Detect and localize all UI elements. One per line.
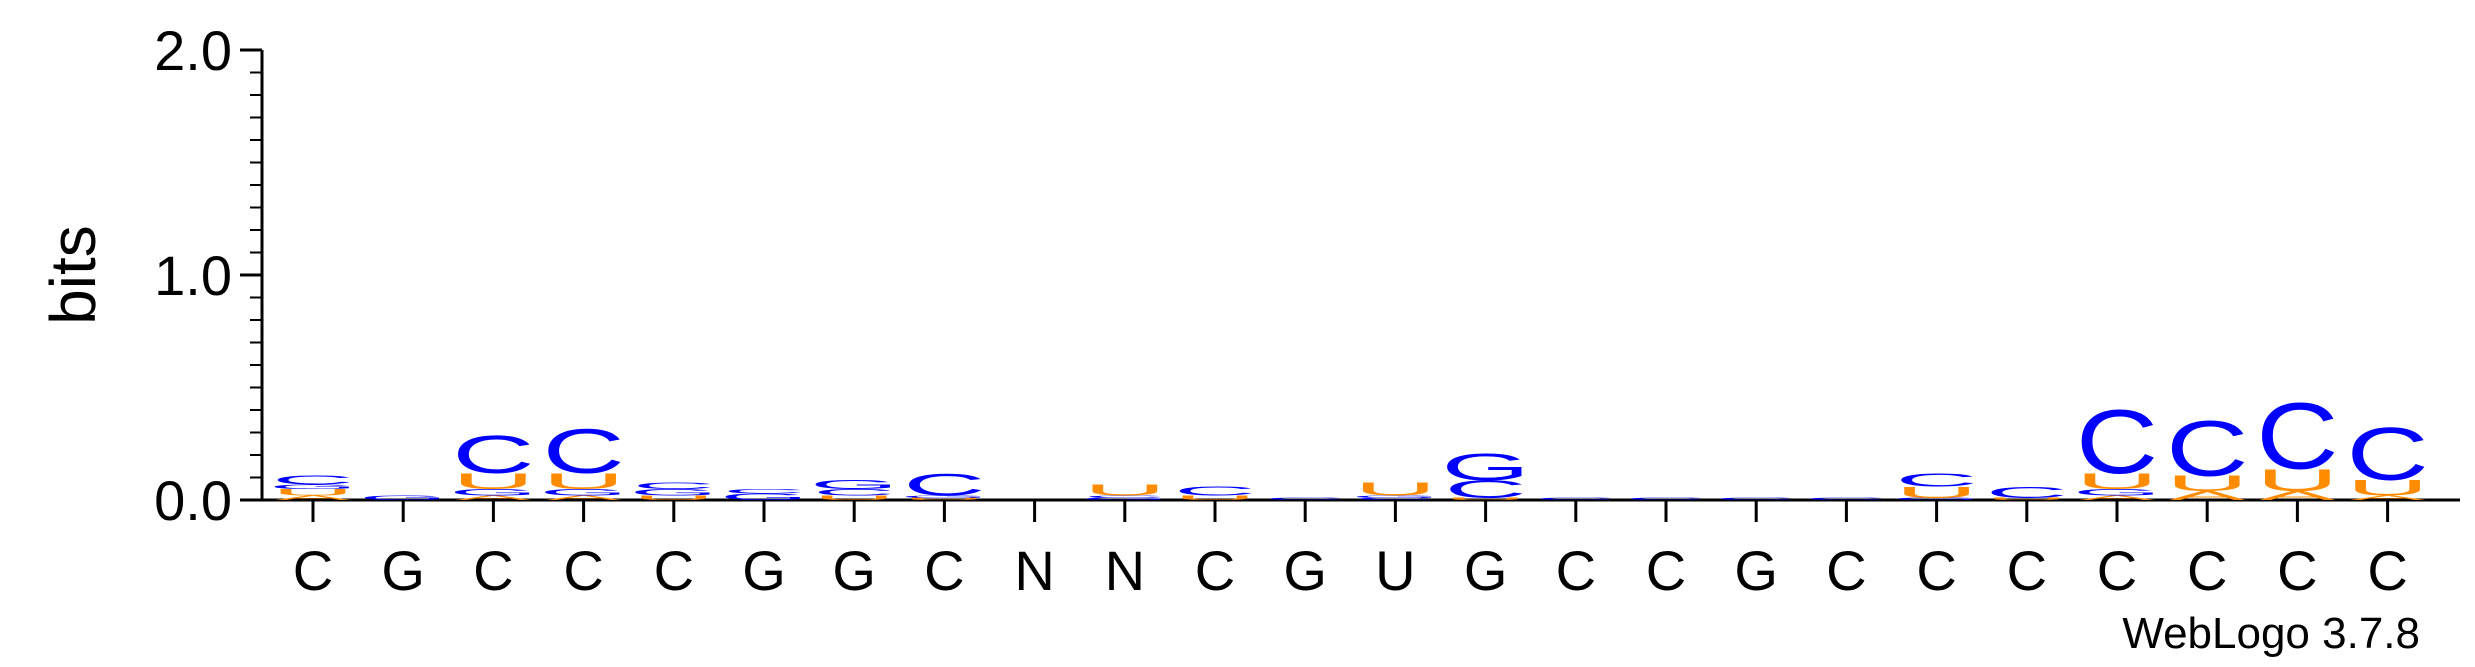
logo-letter-G: G bbox=[2073, 487, 2162, 497]
logo-letter-U: U bbox=[813, 494, 895, 501]
logo-letter-U: U bbox=[1895, 484, 1977, 502]
x-tick-label: C bbox=[293, 539, 333, 602]
y-axis-label: bits bbox=[37, 225, 109, 325]
logo-letter-U: U bbox=[542, 469, 624, 493]
x-tick-label: C bbox=[563, 539, 603, 602]
logo-letter-C: C bbox=[2346, 413, 2428, 497]
logo-letter-U: U bbox=[633, 494, 715, 501]
logo-letter-U: U bbox=[2256, 462, 2338, 497]
logo-letter-A: A bbox=[275, 494, 351, 501]
logo-letter-C: C bbox=[1895, 470, 1977, 491]
logo-letter-C: C bbox=[1986, 484, 2068, 502]
logo-letter-C: C bbox=[633, 480, 715, 490]
logo-letter-U: U bbox=[2346, 476, 2428, 500]
logo-letter-C: C bbox=[1535, 497, 1617, 501]
logo-letter-U: U bbox=[2166, 471, 2248, 495]
logo-letter-A: A bbox=[2079, 494, 2155, 501]
x-tick-label: N bbox=[1105, 539, 1145, 602]
logo-letter-U: U bbox=[2076, 469, 2158, 493]
logo-letter-C: C bbox=[1174, 484, 1256, 498]
logo-letter-C: C bbox=[1084, 495, 1166, 499]
logo-letter-C: C bbox=[1264, 497, 1346, 501]
weblogo-version: WebLogo 3.7.8 bbox=[2122, 609, 2420, 658]
x-tick-label: C bbox=[1646, 539, 1686, 602]
logo-letter-A: A bbox=[455, 494, 531, 501]
x-tick-label: C bbox=[2007, 539, 2047, 602]
x-tick-label: G bbox=[832, 539, 876, 602]
logo-letter-C: C bbox=[2166, 404, 2248, 492]
x-tick-label: C bbox=[1916, 539, 1956, 602]
logo-letter-C: C bbox=[813, 487, 895, 497]
y-tick-label: 1.0 bbox=[154, 244, 232, 307]
x-tick-label: C bbox=[1195, 539, 1235, 602]
logo-letter-C: C bbox=[1354, 497, 1436, 501]
logo-letter-G: G bbox=[1081, 497, 1170, 501]
logo-letter-C: C bbox=[1715, 497, 1797, 501]
x-tick-label: G bbox=[1734, 539, 1778, 602]
logo-letter-G: G bbox=[1892, 497, 1981, 501]
x-tick-label: C bbox=[1556, 539, 1596, 602]
x-tick-label: C bbox=[2187, 539, 2227, 602]
x-tick-label: G bbox=[381, 539, 425, 602]
logo-letter-U: U bbox=[452, 469, 534, 493]
logo-letter-A: A bbox=[2169, 489, 2245, 503]
x-tick-label: C bbox=[1826, 539, 1866, 602]
logo-letter-C: C bbox=[2256, 384, 2338, 490]
y-ticks: 0.0 1.0 2.0 bbox=[154, 19, 262, 532]
logo-letter-U: U bbox=[903, 497, 985, 501]
logo-letter-U: U bbox=[1084, 481, 1166, 499]
logo-letter-G: G bbox=[449, 487, 538, 497]
logo-letter-C: C bbox=[1805, 497, 1887, 501]
logo-letter-G: G bbox=[900, 495, 989, 499]
x-tick-label: C bbox=[2367, 539, 2407, 602]
logo-letter-G: G bbox=[539, 487, 628, 497]
logo-letter-G: G bbox=[269, 483, 358, 490]
y-tick-label: 2.0 bbox=[154, 19, 232, 82]
x-tick-label: C bbox=[654, 539, 694, 602]
logo-letter-U: U bbox=[1986, 497, 2068, 501]
x-tick-label: C bbox=[2097, 539, 2137, 602]
logo-letter-G: G bbox=[720, 492, 809, 502]
logo-letter-C: C bbox=[452, 424, 534, 484]
x-tick-label: U bbox=[1375, 539, 1415, 602]
x-tick-label: C bbox=[924, 539, 964, 602]
logo-letter-C: C bbox=[272, 473, 354, 487]
logo-letter-U: U bbox=[1444, 497, 1526, 501]
logo-letter-U: U bbox=[1174, 494, 1256, 501]
logo-letter-U: U bbox=[1354, 479, 1436, 500]
logo-letter-C: C bbox=[542, 417, 624, 487]
logo-letter-C: C bbox=[2076, 391, 2158, 493]
logo-letter-C: C bbox=[1625, 497, 1707, 501]
logo-letter-A: A bbox=[2350, 494, 2426, 501]
x-tick-label: G bbox=[1283, 539, 1327, 602]
logo-letter-A: A bbox=[546, 494, 622, 501]
y-axis: 0.0 1.0 2.0 bits bbox=[37, 19, 264, 532]
logo-letter-U: U bbox=[272, 487, 354, 497]
x-tick-label: N bbox=[1014, 539, 1054, 602]
y-tick-label: 0.0 bbox=[154, 469, 232, 532]
x-tick-label: G bbox=[742, 539, 786, 602]
logo-letter-A: A bbox=[2259, 489, 2335, 503]
logo-letter-G: G bbox=[1351, 495, 1440, 499]
x-tick-label: C bbox=[2277, 539, 2317, 602]
x-tick-label: G bbox=[1464, 539, 1508, 602]
logo-letter-G: G bbox=[630, 487, 719, 497]
logo-letter-C: C bbox=[1444, 475, 1526, 503]
logo-letter-G: G bbox=[359, 494, 448, 501]
x-tick-label: C bbox=[473, 539, 513, 602]
logo-letter-C: C bbox=[903, 467, 985, 502]
logo-letter-G: G bbox=[810, 478, 899, 492]
logo-letter-G: G bbox=[1441, 446, 1530, 488]
logo-letter-C: C bbox=[723, 488, 805, 495]
